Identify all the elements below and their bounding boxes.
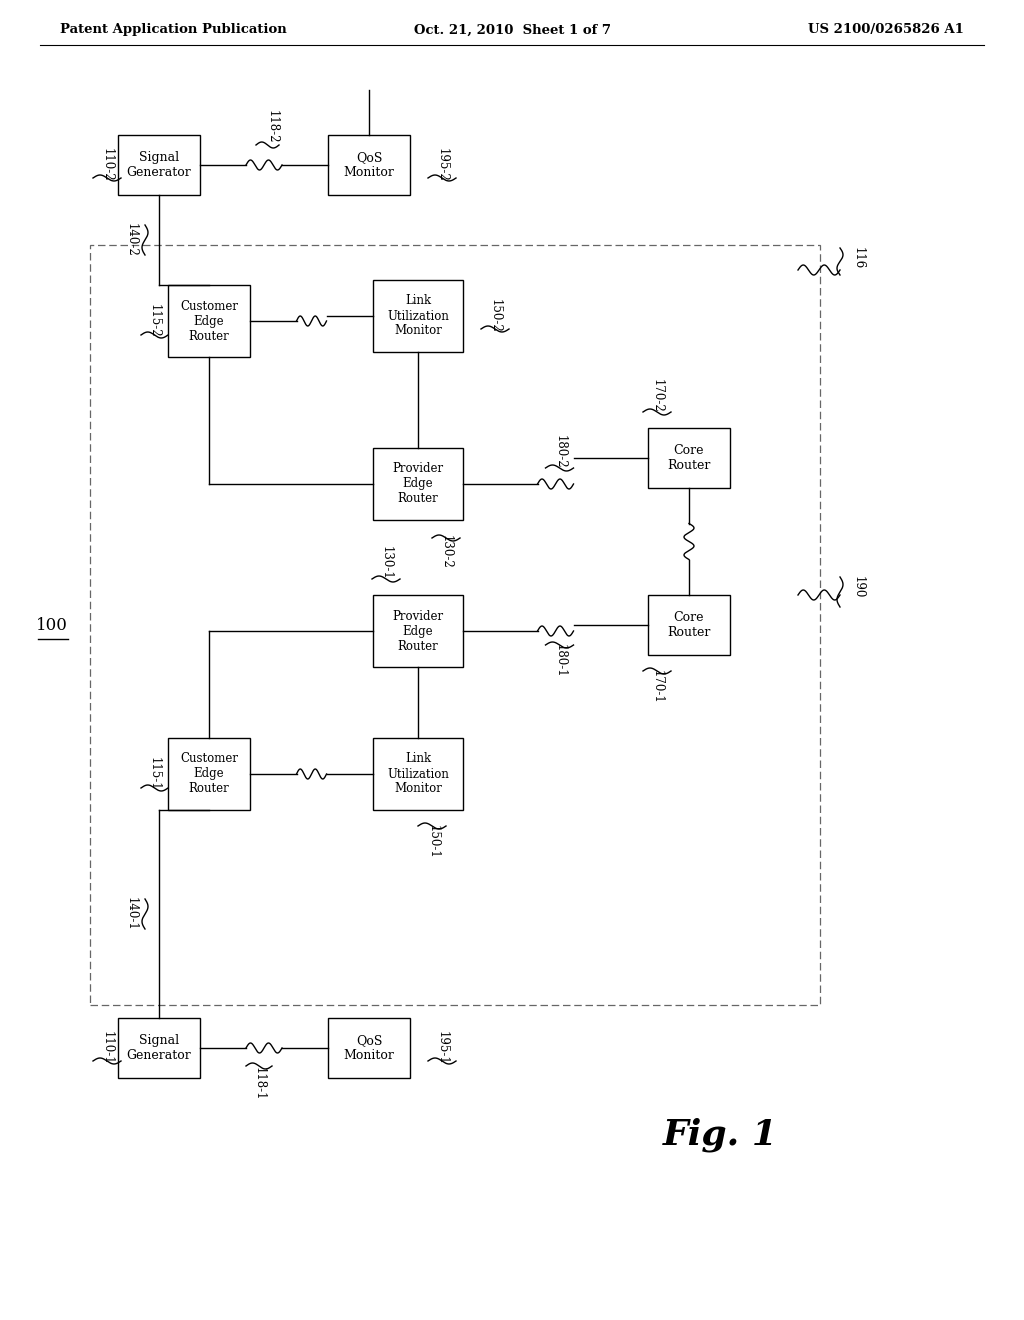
Text: 195-1: 195-1: [435, 1031, 449, 1065]
Text: 150-2: 150-2: [488, 300, 502, 333]
Text: Link
Utilization
Monitor: Link Utilization Monitor: [387, 752, 449, 796]
Text: 140-1: 140-1: [125, 898, 137, 931]
FancyBboxPatch shape: [373, 738, 463, 810]
FancyBboxPatch shape: [118, 135, 200, 195]
Text: Core
Router: Core Router: [668, 611, 711, 639]
FancyBboxPatch shape: [648, 428, 730, 488]
Text: 130-2: 130-2: [439, 535, 453, 569]
FancyBboxPatch shape: [373, 280, 463, 352]
FancyBboxPatch shape: [328, 1018, 410, 1078]
Text: Oct. 21, 2010  Sheet 1 of 7: Oct. 21, 2010 Sheet 1 of 7: [414, 24, 610, 37]
Text: 118-1: 118-1: [253, 1068, 265, 1101]
Text: 130-1: 130-1: [380, 546, 392, 579]
Text: Provider
Edge
Router: Provider Edge Router: [392, 610, 443, 652]
Text: 110-1: 110-1: [100, 1031, 114, 1065]
Text: QoS
Monitor: QoS Monitor: [344, 150, 394, 180]
Text: Customer
Edge
Router: Customer Edge Router: [180, 300, 238, 342]
Text: 110-2: 110-2: [100, 148, 114, 182]
Text: 115-1: 115-1: [147, 758, 161, 791]
Text: 140-2: 140-2: [125, 223, 137, 257]
Text: 118-2: 118-2: [265, 111, 279, 144]
Text: 100: 100: [36, 616, 68, 634]
Text: Fig. 1: Fig. 1: [663, 1118, 777, 1152]
Text: Link
Utilization
Monitor: Link Utilization Monitor: [387, 294, 449, 338]
Text: Patent Application Publication: Patent Application Publication: [60, 24, 287, 37]
Text: Signal
Generator: Signal Generator: [127, 1034, 191, 1063]
FancyBboxPatch shape: [168, 738, 250, 810]
Text: Customer
Edge
Router: Customer Edge Router: [180, 752, 238, 796]
Text: 116: 116: [852, 247, 864, 269]
Text: 195-2: 195-2: [435, 148, 449, 182]
Text: 115-2: 115-2: [147, 304, 161, 338]
Text: Core
Router: Core Router: [668, 444, 711, 473]
FancyBboxPatch shape: [168, 285, 250, 356]
FancyBboxPatch shape: [373, 595, 463, 667]
FancyBboxPatch shape: [328, 135, 410, 195]
FancyBboxPatch shape: [118, 1018, 200, 1078]
FancyBboxPatch shape: [648, 595, 730, 655]
Text: US 2100/0265826 A1: US 2100/0265826 A1: [808, 24, 964, 37]
Text: QoS
Monitor: QoS Monitor: [344, 1034, 394, 1063]
Text: 150-1: 150-1: [427, 825, 439, 859]
Text: 170-1: 170-1: [650, 671, 664, 704]
FancyBboxPatch shape: [373, 447, 463, 520]
Text: Provider
Edge
Router: Provider Edge Router: [392, 462, 443, 506]
Text: 190: 190: [852, 576, 864, 598]
Text: 180-2: 180-2: [554, 436, 567, 469]
Text: 170-2: 170-2: [650, 379, 664, 413]
Text: 180-1: 180-1: [554, 644, 567, 677]
Text: Signal
Generator: Signal Generator: [127, 150, 191, 180]
